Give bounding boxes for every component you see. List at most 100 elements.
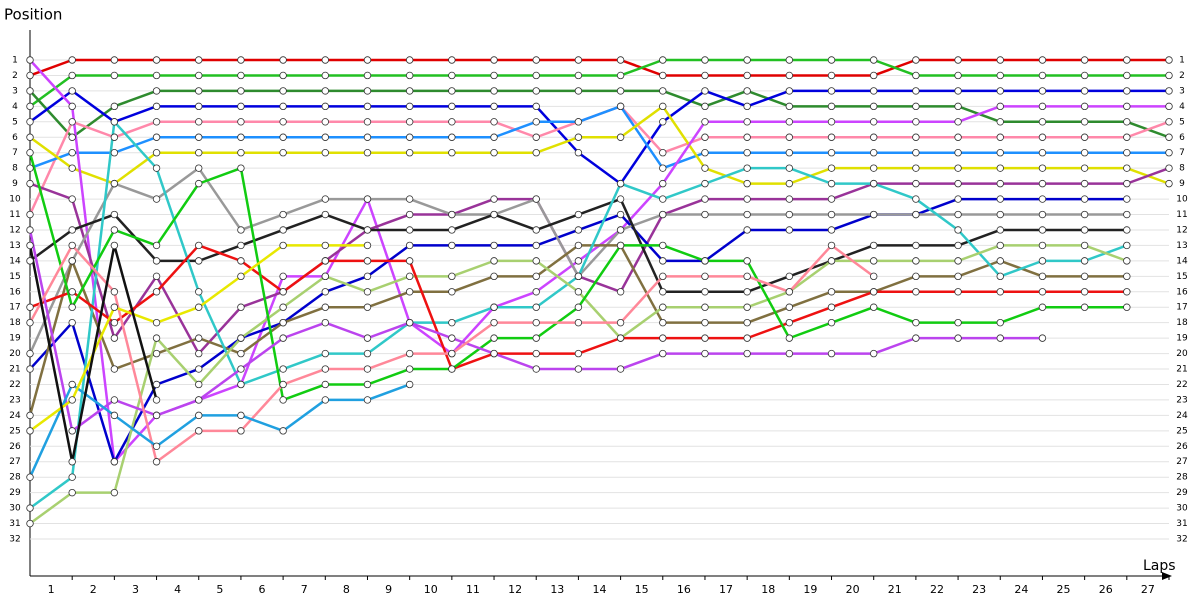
lap-marker	[827, 349, 836, 358]
lap-marker	[701, 56, 709, 64]
lap-marker	[912, 195, 920, 203]
lap-marker	[68, 133, 76, 141]
lap-marker	[1123, 257, 1131, 265]
lap-marker	[912, 71, 920, 80]
x-tick-label: 24	[1014, 583, 1028, 596]
lap-marker	[152, 442, 161, 450]
lap-marker	[26, 210, 34, 219]
lap-marker	[152, 149, 161, 157]
x-tick-label: 20	[846, 583, 860, 596]
lap-marker	[490, 56, 498, 64]
lap-marker	[279, 241, 287, 250]
lap-marker	[827, 118, 836, 126]
y-tick-label: 13	[9, 241, 20, 251]
lap-marker	[405, 195, 414, 203]
lap-marker	[1038, 241, 1047, 250]
lap-marker	[152, 318, 161, 327]
lap-marker	[110, 149, 119, 157]
lap-marker	[26, 318, 34, 327]
lap-marker	[912, 179, 920, 188]
lap-marker	[574, 87, 583, 95]
lap-marker	[701, 318, 709, 327]
lap-marker	[405, 349, 414, 358]
lap-marker	[68, 118, 76, 126]
lap-marker	[26, 303, 34, 311]
y-tick-label-right: 17	[1176, 303, 1187, 313]
lap-marker	[1123, 241, 1131, 250]
lap-marker	[26, 427, 34, 435]
lap-marker	[996, 56, 1004, 64]
lap-marker	[996, 179, 1004, 188]
lap-marker	[26, 257, 34, 265]
lap-marker	[1038, 303, 1047, 311]
lap-marker	[321, 149, 329, 157]
lap-marker	[574, 241, 583, 250]
lap-marker	[448, 133, 456, 141]
lap-marker	[152, 349, 161, 358]
lap-marker	[659, 241, 667, 250]
lap-marker	[237, 149, 245, 157]
lap-marker	[954, 164, 962, 172]
lap-marker	[195, 149, 203, 157]
lap-marker	[448, 56, 456, 64]
lap-marker	[701, 102, 709, 111]
y-tick-label-right: 20	[1176, 349, 1188, 359]
lap-marker	[68, 87, 76, 95]
lap-marker	[912, 288, 920, 296]
lap-marker	[26, 365, 34, 373]
lap-marker	[110, 365, 119, 373]
lap-marker	[26, 102, 34, 111]
x-tick-label: 26	[1099, 583, 1113, 596]
y-tick-label-right: 16	[1176, 287, 1188, 297]
lap-marker	[1080, 102, 1089, 111]
lap-marker	[954, 226, 962, 234]
lap-marker	[954, 118, 962, 126]
lap-marker	[532, 241, 540, 250]
y-tick-label-right: 7	[1179, 148, 1185, 158]
x-tick-label: 7	[301, 583, 308, 596]
lap-marker	[490, 349, 498, 358]
lap-marker	[870, 288, 878, 296]
lap-marker	[195, 102, 203, 111]
lap-marker	[1080, 87, 1089, 95]
lap-marker	[279, 87, 287, 95]
lap-marker	[701, 179, 709, 188]
lap-marker	[743, 303, 751, 311]
lap-marker	[1038, 195, 1047, 203]
lap-marker	[363, 334, 372, 342]
lap-marker	[152, 164, 161, 172]
lap-marker	[1123, 149, 1131, 157]
lap-marker	[996, 257, 1004, 265]
lap-marker	[616, 288, 625, 296]
lap-marker	[574, 349, 583, 358]
lap-marker	[1123, 133, 1131, 141]
lap-marker	[490, 195, 498, 203]
lap-marker	[279, 396, 287, 404]
lap-marker	[110, 396, 119, 404]
lap-marker	[321, 288, 329, 296]
lap-marker	[363, 118, 372, 126]
lap-marker	[321, 56, 329, 64]
lap-marker	[701, 118, 709, 126]
lap-marker	[448, 334, 456, 342]
lap-marker	[1038, 210, 1047, 219]
lap-marker	[448, 241, 456, 250]
lap-marker	[743, 257, 751, 265]
lap-marker	[616, 195, 625, 203]
lap-marker	[996, 334, 1004, 342]
lap-marker	[405, 257, 414, 265]
lap-marker	[152, 458, 161, 466]
lap-marker	[659, 210, 667, 219]
lap-marker	[68, 473, 76, 481]
lap-marker	[448, 288, 456, 296]
lap-marker	[912, 272, 920, 281]
lap-marker	[1123, 102, 1131, 111]
lap-marker	[870, 87, 878, 95]
x-tick-label: 8	[343, 583, 350, 596]
lap-marker	[321, 133, 329, 141]
lap-marker	[195, 380, 203, 389]
lap-marker	[1123, 118, 1131, 126]
lap-marker	[237, 257, 245, 265]
lap-marker	[363, 133, 372, 141]
lap-marker	[996, 87, 1004, 95]
